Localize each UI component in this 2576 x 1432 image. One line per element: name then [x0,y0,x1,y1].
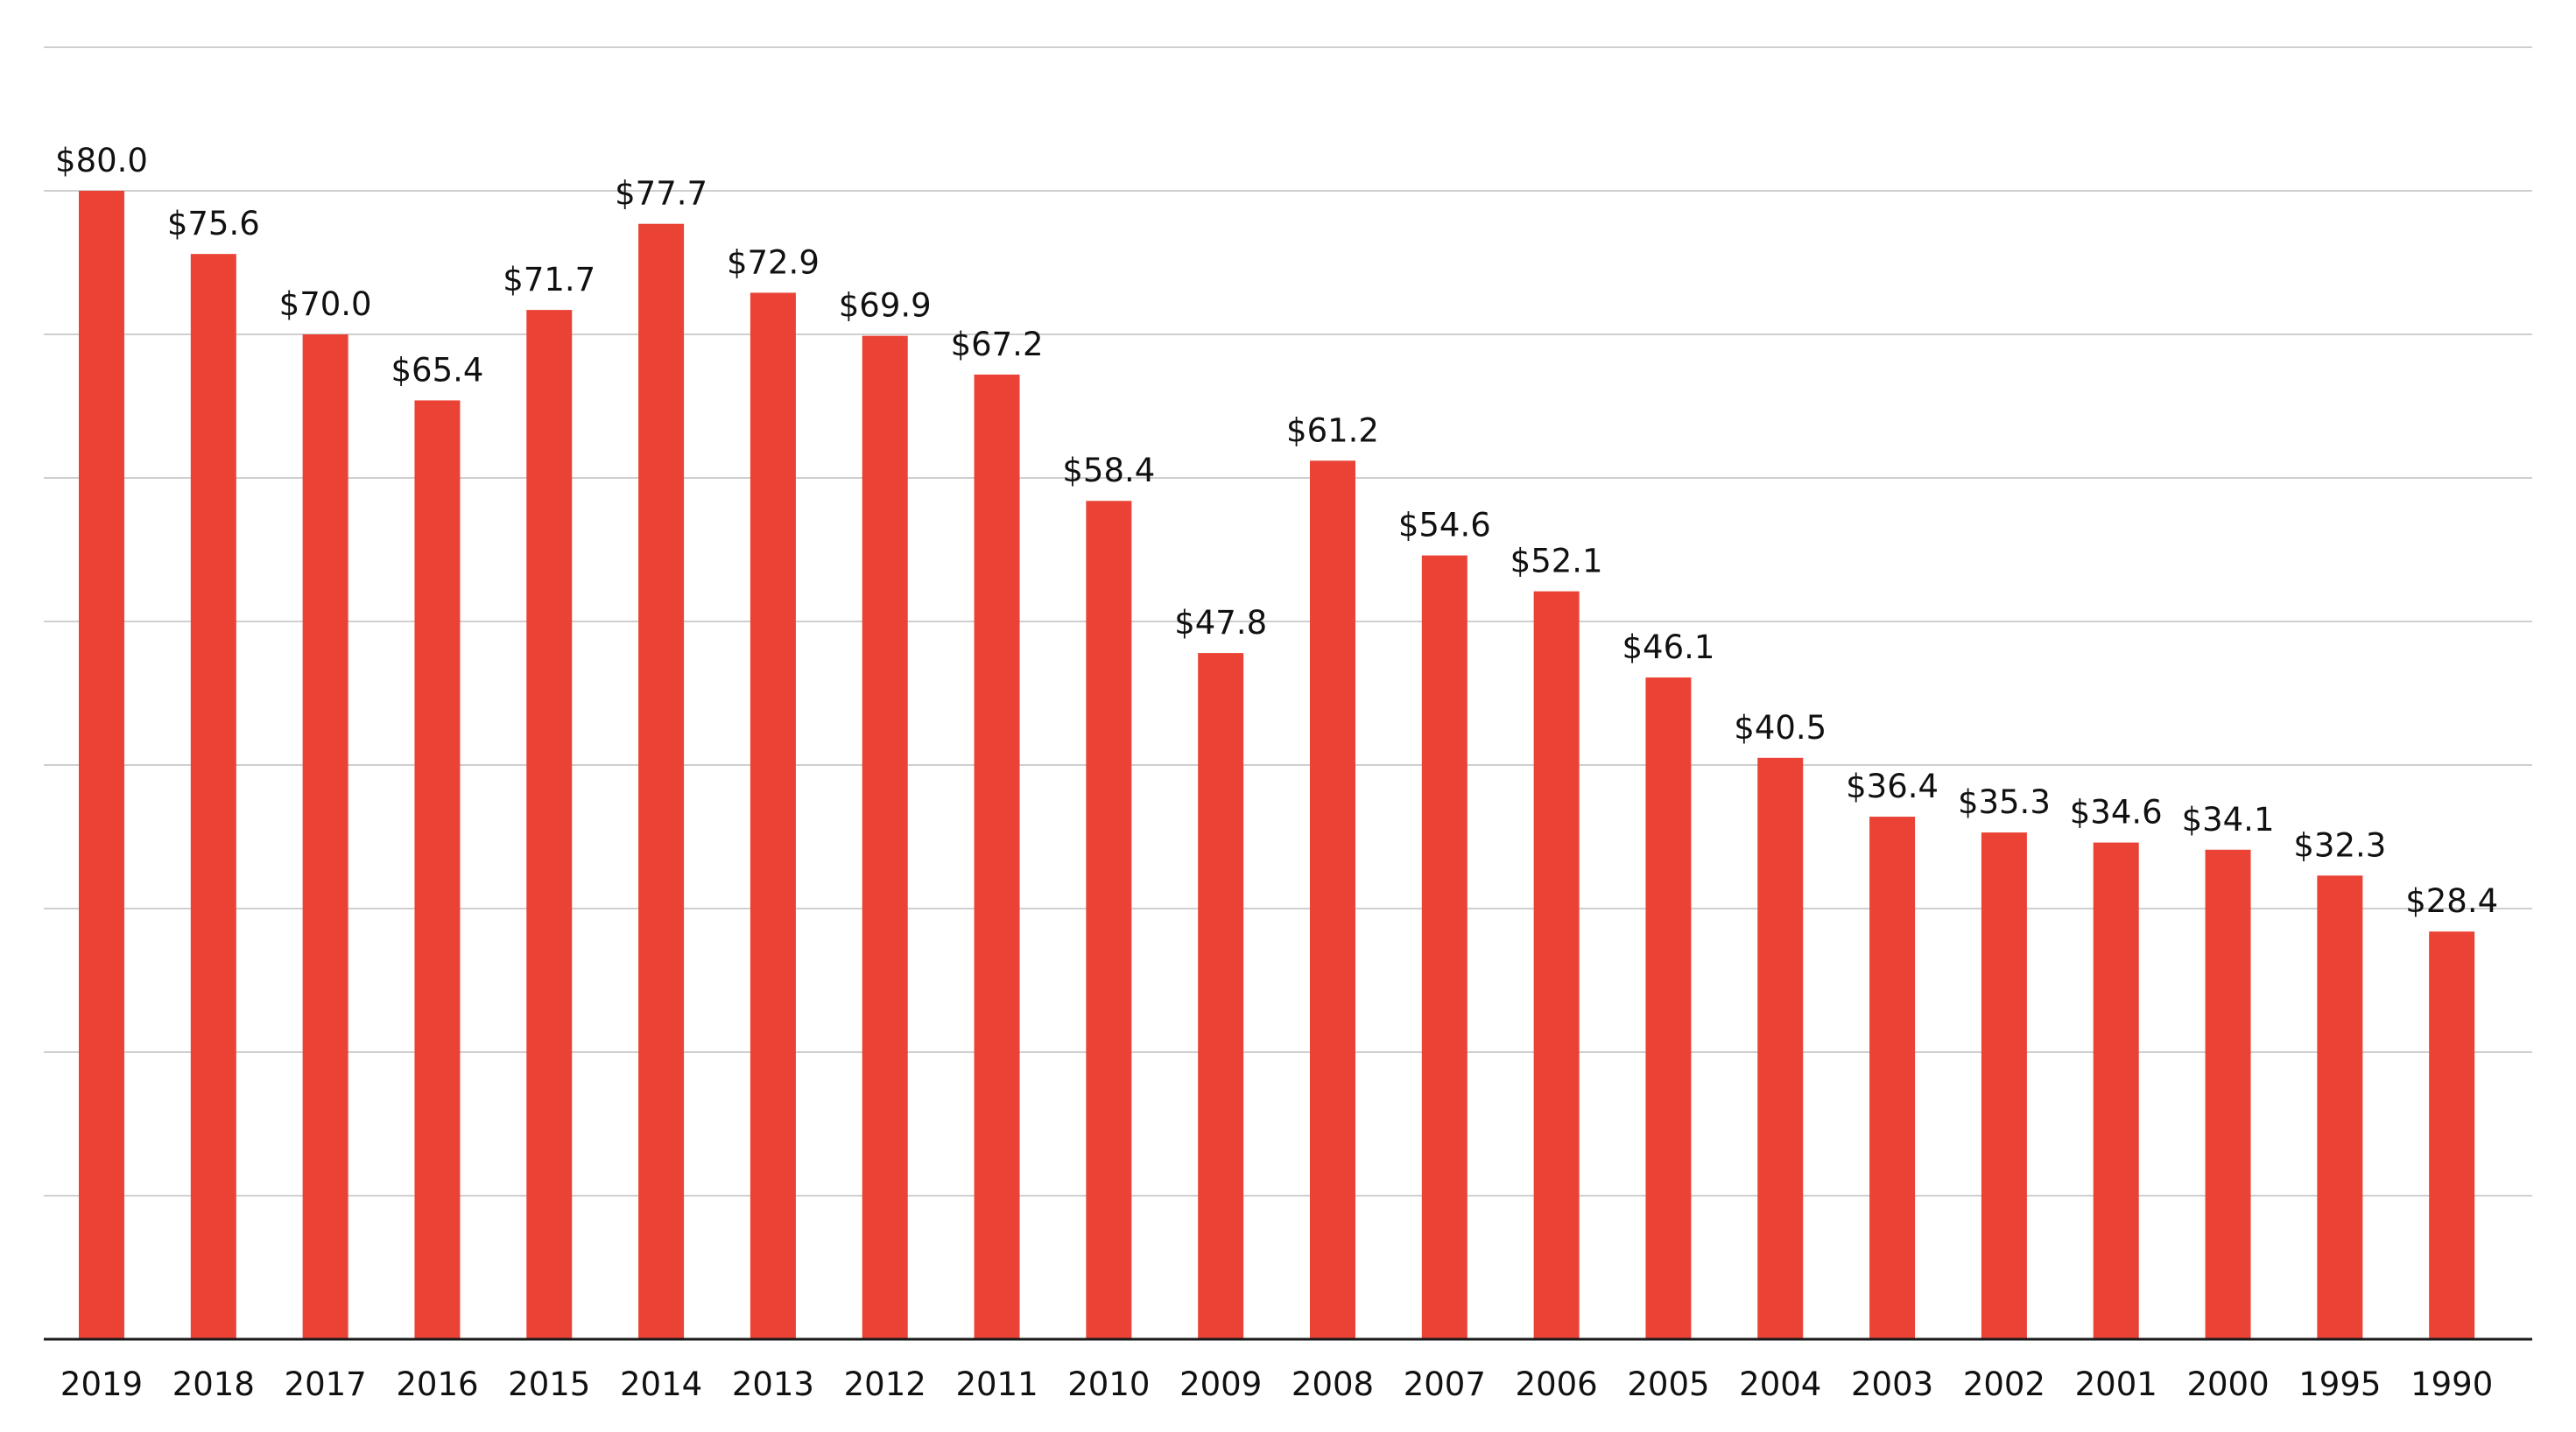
x-tick-label-1990: 1990 [2411,1365,2493,1403]
bar-2007 [1421,555,1467,1339]
x-tick-label-2007: 2007 [1404,1365,1486,1403]
bar-2014 [638,223,685,1340]
x-tick-label-2012: 2012 [844,1365,926,1403]
data-label-2012: $69.9 [839,287,932,325]
data-label-2016: $65.4 [391,351,483,389]
data-label-1990: $28.4 [2405,882,2498,920]
data-label-2001: $34.6 [2070,794,2163,832]
data-label-2006: $52.1 [1510,543,1603,580]
bar-1990 [2429,931,2475,1339]
data-label-2004: $40.5 [1734,709,1826,747]
x-tick-label-2015: 2015 [508,1365,590,1403]
data-label-2019: $80.0 [55,142,148,179]
x-tick-label-2019: 2019 [60,1365,143,1403]
x-tick-label-2005: 2005 [1627,1365,1709,1403]
x-tick-label-2010: 2010 [1067,1365,1150,1403]
x-tick-label-2011: 2011 [955,1365,1038,1403]
x-tick-label-2008: 2008 [1292,1365,1374,1403]
data-label-2018: $75.6 [167,205,260,242]
data-label-2003: $36.4 [1846,768,1939,805]
x-tick-label-2018: 2018 [172,1365,255,1403]
x-tick-label-2017: 2017 [285,1365,367,1403]
data-label-2015: $71.7 [503,261,595,298]
bar-2019 [79,191,124,1339]
x-tick-label-2004: 2004 [1739,1365,1821,1403]
x-tick-label-2016: 2016 [396,1365,478,1403]
bar-2005 [1645,677,1692,1339]
x-tick-label-2002: 2002 [1963,1365,2045,1403]
bars [79,191,2475,1340]
bar-2015 [526,310,573,1339]
bar-2008 [1310,460,1355,1339]
bar-2009 [1198,653,1244,1339]
data-label-2000: $34.1 [2182,801,2275,839]
bar-2013 [750,292,796,1340]
bar-2016 [414,400,461,1340]
data-label-2007: $54.6 [1398,507,1491,544]
bar-2004 [1757,757,1804,1339]
bar-2011 [974,374,1020,1339]
data-labels: $80.0 $75.6 $70.0 $65.4 $71.7 $77.7 $72.9 $69.9… [55,142,2498,920]
x-tick-label-2003: 2003 [1851,1365,1933,1403]
x-tick-label-1995: 1995 [2298,1365,2381,1403]
bar-2018 [190,254,236,1339]
data-label-2011: $67.2 [951,326,1044,363]
data-label-2013: $72.9 [727,243,820,281]
data-label-2002: $35.3 [1958,783,2051,821]
x-tick-label-2009: 2009 [1179,1365,1262,1403]
bar-2006 [1533,591,1580,1339]
bar-1995 [2317,875,2363,1339]
data-label-2005: $46.1 [1622,628,1714,666]
bar-2000 [2205,849,2251,1339]
bar-2003 [1869,817,1916,1339]
bar-2012 [862,335,908,1339]
bar-2002 [1981,832,2027,1339]
x-tick-label-2006: 2006 [1516,1365,1598,1403]
bar-2010 [1086,501,1132,1339]
bar-2001 [2093,842,2139,1339]
data-label-2017: $70.0 [279,285,372,323]
x-tick-label-2000: 2000 [2186,1365,2269,1403]
data-label-2014: $77.7 [615,175,707,213]
x-tick-label-2013: 2013 [732,1365,814,1403]
x-tick-labels: 2019 2018 2017 2016 2015 2014 2013 2012 2011 2010… [60,1365,2493,1403]
data-label-1995: $32.3 [2293,826,2386,864]
data-label-2008: $61.2 [1286,411,1379,449]
data-label-2009: $47.8 [1174,604,1267,642]
x-tick-label-2001: 2001 [2075,1365,2157,1403]
bar-2017 [302,334,348,1339]
data-label-2010: $58.4 [1062,452,1155,489]
x-tick-label-2014: 2014 [620,1365,702,1403]
